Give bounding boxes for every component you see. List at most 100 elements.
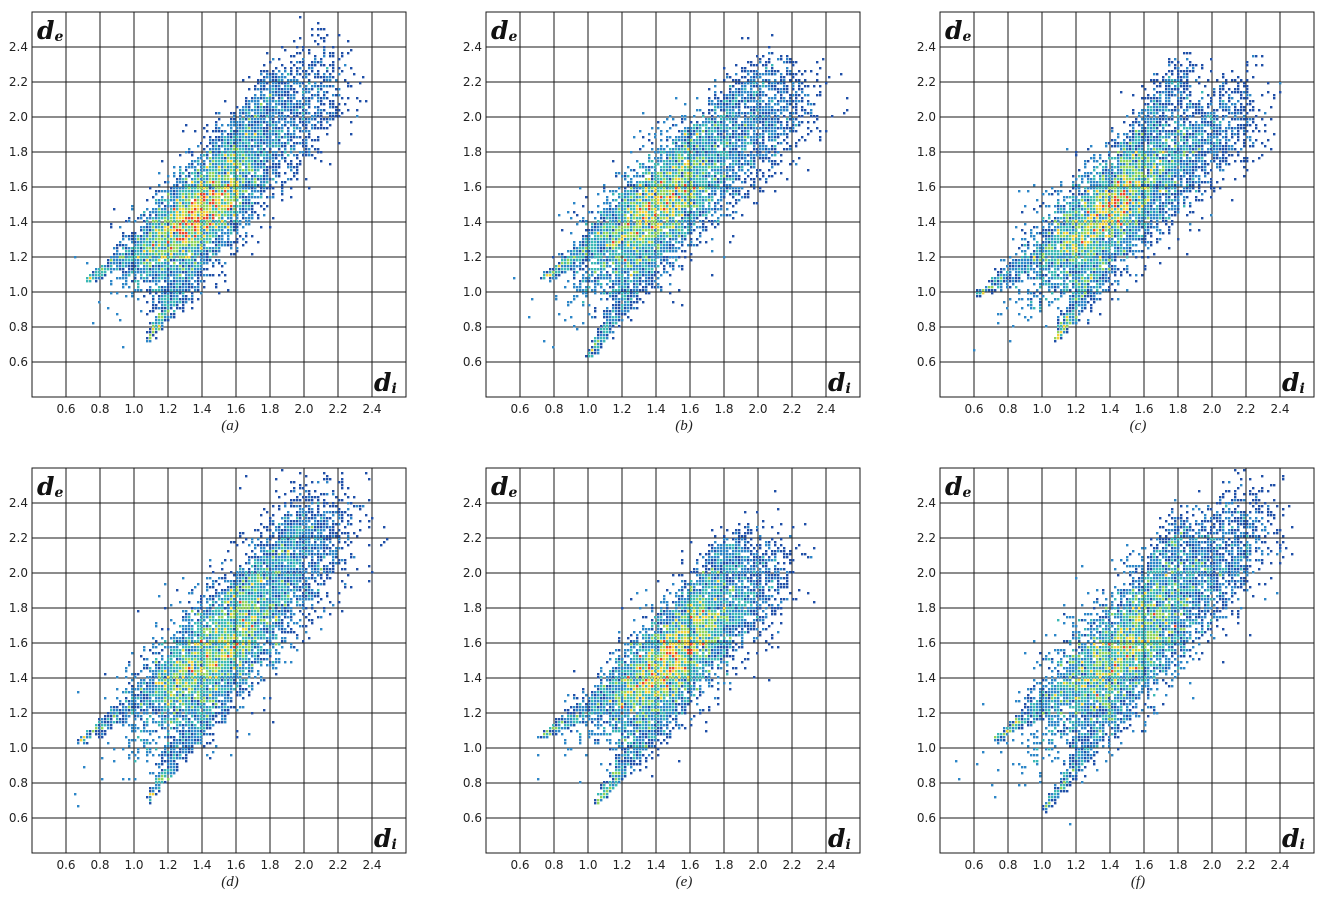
density-cell <box>696 190 698 192</box>
density-cell <box>582 274 584 276</box>
density-cell <box>780 121 782 123</box>
density-cell <box>266 136 268 138</box>
density-cell <box>783 79 785 81</box>
density-cell <box>711 238 713 240</box>
density-cell <box>603 274 605 276</box>
density-cell <box>206 247 208 249</box>
density-cell <box>221 130 223 132</box>
density-cell <box>266 181 268 183</box>
density-cell <box>263 130 265 132</box>
density-cell <box>239 220 241 222</box>
density-cell <box>744 163 746 165</box>
density-cell <box>714 211 716 213</box>
density-cell <box>158 295 160 297</box>
density-cell <box>245 169 247 171</box>
density-cell <box>149 271 151 273</box>
density-cell <box>777 58 779 60</box>
density-cell <box>245 208 247 210</box>
density-cell <box>287 85 289 87</box>
density-cell <box>627 310 629 312</box>
density-cell <box>203 229 205 231</box>
density-cell <box>164 199 166 201</box>
density-cell <box>615 292 617 294</box>
density-cell <box>615 253 617 255</box>
density-cell <box>197 286 199 288</box>
density-cell <box>732 112 734 114</box>
density-cell <box>636 205 638 207</box>
density-cell <box>573 277 575 279</box>
density-cell <box>642 211 644 213</box>
density-cell <box>242 187 244 189</box>
density-cell <box>197 265 199 267</box>
density-cell <box>657 175 659 177</box>
density-cell <box>624 199 626 201</box>
density-cell <box>215 226 217 228</box>
density-cell <box>600 229 602 231</box>
density-cell <box>639 238 641 240</box>
density-cell <box>666 223 668 225</box>
density-cell <box>660 160 662 162</box>
density-cell <box>128 247 130 249</box>
density-cell <box>140 226 142 228</box>
density-cell <box>245 106 247 108</box>
density-cell <box>203 163 205 165</box>
density-cell <box>810 103 812 105</box>
density-cell <box>600 235 602 237</box>
density-cell <box>603 223 605 225</box>
density-cell <box>669 256 671 258</box>
density-cell <box>765 121 767 123</box>
density-cell <box>654 136 656 138</box>
density-cell <box>230 148 232 150</box>
density-cell <box>176 250 178 252</box>
density-cell <box>612 253 614 255</box>
density-cell <box>278 175 280 177</box>
density-cell <box>215 211 217 213</box>
density-cell <box>789 118 791 120</box>
density-cell <box>227 136 229 138</box>
density-cell <box>675 220 677 222</box>
density-cell <box>206 175 208 177</box>
density-cell <box>693 142 695 144</box>
density-cell <box>224 196 226 198</box>
density-cell <box>744 160 746 162</box>
density-cell <box>678 202 680 204</box>
density-cell <box>320 115 322 117</box>
density-cell <box>723 106 725 108</box>
density-cell <box>735 154 737 156</box>
density-cell <box>293 91 295 93</box>
density-cell <box>744 88 746 90</box>
density-cell <box>732 166 734 168</box>
density-cell <box>609 229 611 231</box>
density-cell <box>669 127 671 129</box>
x-tick-label: 0.8 <box>90 402 109 416</box>
density-cell <box>612 238 614 240</box>
density-cell <box>690 214 692 216</box>
density-cell <box>786 133 788 135</box>
density-cell <box>792 130 794 132</box>
density-cell <box>269 76 271 78</box>
density-cell <box>218 205 220 207</box>
density-cell <box>783 127 785 129</box>
density-cell <box>266 103 268 105</box>
density-cell <box>278 76 280 78</box>
density-cell <box>176 217 178 219</box>
density-cell <box>227 163 229 165</box>
density-cell <box>314 127 316 129</box>
density-cell <box>681 211 683 213</box>
density-cell <box>284 88 286 90</box>
density-cell <box>681 199 683 201</box>
density-cell <box>726 178 728 180</box>
density-cell <box>215 205 217 207</box>
density-cell <box>167 295 169 297</box>
density-cell <box>579 289 581 291</box>
density-cell <box>663 241 665 243</box>
density-cell <box>573 283 575 285</box>
density-cell <box>672 229 674 231</box>
density-cell <box>215 136 217 138</box>
density-cell <box>636 229 638 231</box>
density-cell <box>762 142 764 144</box>
density-cell <box>233 205 235 207</box>
density-cell <box>792 73 794 75</box>
density-cell <box>651 265 653 267</box>
density-cell <box>756 73 758 75</box>
